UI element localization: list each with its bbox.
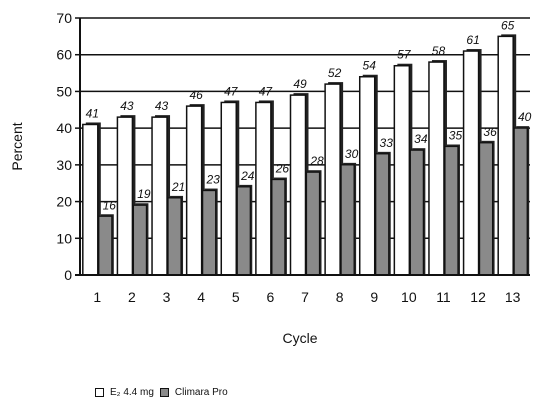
data-label-series-1: 43 bbox=[120, 99, 134, 113]
bar-series-2 bbox=[513, 127, 528, 276]
axes bbox=[75, 17, 530, 276]
y-tick-label: 30 bbox=[56, 157, 72, 173]
data-label-series-1: 52 bbox=[328, 66, 342, 80]
bar-series-1 bbox=[393, 64, 411, 276]
data-label-series-1: 65 bbox=[501, 18, 515, 32]
x-tick-label: 13 bbox=[505, 289, 521, 305]
bar-series-2 bbox=[340, 164, 355, 276]
legend-swatch-series-1 bbox=[95, 388, 104, 397]
legend-swatch-series-2 bbox=[159, 388, 169, 397]
data-label-series-2: 36 bbox=[483, 125, 497, 139]
data-label-series-2: 28 bbox=[309, 154, 324, 168]
y-tick-label: 70 bbox=[56, 10, 72, 26]
bar-series-2 bbox=[305, 171, 321, 276]
x-tick-label: 8 bbox=[336, 289, 344, 305]
data-labels: 41 16 43 19 43 21 46 23 47 24 47 26 49 28 52 30 54 33 57 34… bbox=[86, 18, 532, 212]
data-label-series-1: 41 bbox=[86, 106, 99, 120]
bar-series-2 bbox=[236, 186, 251, 276]
x-tick-label: 7 bbox=[301, 289, 309, 305]
bar-series-1 bbox=[358, 75, 376, 276]
data-label-series-2: 40 bbox=[518, 110, 532, 124]
bar-series-1 bbox=[220, 101, 238, 276]
bar-series-1 bbox=[289, 94, 307, 276]
bar-series-1 bbox=[82, 123, 99, 276]
data-label-series-2: 34 bbox=[414, 132, 428, 146]
bar-series-1 bbox=[497, 35, 514, 276]
x-tick-label: 6 bbox=[266, 289, 274, 305]
bar-series-1 bbox=[151, 116, 168, 276]
bar-series-1 bbox=[185, 105, 203, 276]
y-tick-label: 50 bbox=[56, 83, 72, 99]
data-label-series-2: 26 bbox=[275, 162, 290, 176]
bar-series-2 bbox=[167, 197, 182, 276]
legend: E₂ 4.4 mg Climara Pro bbox=[95, 387, 228, 398]
y-tick-label: 40 bbox=[56, 120, 72, 136]
data-label-series-2: 16 bbox=[103, 198, 117, 212]
y-tick-label: 0 bbox=[64, 267, 72, 283]
bar-series-2 bbox=[409, 149, 424, 276]
x-tick-labels: 1 2 3 4 5 6 7 8 9 10 11 12 13 bbox=[93, 289, 520, 305]
data-label-series-1: 57 bbox=[397, 48, 412, 62]
data-label-series-1: 49 bbox=[293, 77, 307, 91]
bar-series-2 bbox=[271, 178, 286, 276]
data-label-series-1: 43 bbox=[155, 99, 169, 113]
bar-series-1 bbox=[428, 61, 445, 276]
data-label-series-2: 19 bbox=[137, 187, 151, 201]
data-label-series-1: 54 bbox=[363, 59, 377, 73]
data-label-series-1: 61 bbox=[466, 33, 479, 47]
x-tick-label: 12 bbox=[470, 289, 486, 305]
x-tick-label: 9 bbox=[370, 289, 378, 305]
bar-series-2 bbox=[444, 145, 459, 276]
y-axis-label: Percent bbox=[9, 122, 25, 170]
y-tick-labels: 0 10 20 30 40 50 60 70 bbox=[56, 10, 72, 283]
bar-series-1 bbox=[324, 83, 341, 276]
bar-series-2 bbox=[478, 142, 494, 276]
data-label-series-2: 30 bbox=[345, 147, 359, 161]
data-label-series-1: 58 bbox=[432, 44, 446, 58]
x-tick-label: 5 bbox=[232, 289, 240, 305]
data-label-series-1: 47 bbox=[259, 84, 274, 98]
bar-series-2 bbox=[132, 204, 148, 276]
data-label-series-2: 21 bbox=[171, 180, 185, 194]
x-tick-label: 10 bbox=[401, 289, 417, 305]
data-label-series-1: 46 bbox=[189, 88, 203, 102]
x-tick-label: 1 bbox=[93, 289, 101, 305]
bar-series-2 bbox=[98, 215, 113, 276]
legend-label-series-1: E₂ 4.4 mg bbox=[110, 387, 154, 398]
data-label-series-2: 24 bbox=[240, 169, 255, 183]
legend-label-series-2: Climara Pro bbox=[174, 387, 228, 398]
x-tick-label: 4 bbox=[197, 289, 205, 305]
y-tick-label: 10 bbox=[56, 230, 72, 246]
x-tick-label: 3 bbox=[163, 289, 171, 305]
data-label-series-1: 47 bbox=[224, 84, 239, 98]
bar-series-2 bbox=[375, 153, 390, 276]
data-label-series-2: 33 bbox=[380, 136, 394, 150]
data-label-series-2: 35 bbox=[449, 129, 463, 143]
bar-series-1 bbox=[462, 50, 480, 276]
bars bbox=[82, 34, 530, 276]
data-label-series-2: 23 bbox=[205, 173, 220, 187]
x-tick-label: 2 bbox=[128, 289, 136, 305]
x-tick-label: 11 bbox=[436, 289, 451, 305]
bar-series-1 bbox=[116, 116, 134, 276]
y-tick-label: 20 bbox=[56, 194, 72, 210]
bar-series-1 bbox=[255, 101, 272, 276]
bar-series-2 bbox=[202, 189, 217, 276]
x-axis-label: Cycle bbox=[282, 330, 317, 346]
y-tick-label: 60 bbox=[56, 47, 72, 63]
